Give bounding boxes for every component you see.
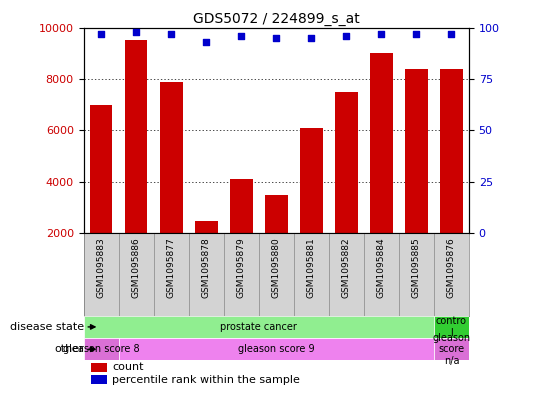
Text: GSM1095885: GSM1095885 [412,237,421,298]
Text: GSM1095884: GSM1095884 [377,237,386,298]
Bar [230,179,253,285]
Text: GSM1095878: GSM1095878 [202,237,211,298]
Point [97,31,106,37]
Bar [160,82,183,285]
Text: GSM1095877: GSM1095877 [167,237,176,298]
Bar [440,69,463,285]
Text: GSM1095881: GSM1095881 [307,237,316,298]
Bar [84,338,119,360]
Bar [259,233,294,316]
Bar [119,233,154,316]
Point [132,28,140,35]
Text: prostate cancer: prostate cancer [220,322,297,332]
Bar [434,338,469,360]
Bar [329,233,364,316]
Point [272,35,281,41]
Bar [195,220,218,285]
Point [307,35,316,41]
Text: count: count [113,362,144,372]
Text: gleason score 9: gleason score 9 [238,344,315,354]
Text: GSM1095876: GSM1095876 [447,237,456,298]
Point [412,31,421,37]
Bar [119,338,434,360]
Title: GDS5072 / 224899_s_at: GDS5072 / 224899_s_at [193,13,360,26]
Bar [84,233,119,316]
Text: GSM1095883: GSM1095883 [96,237,106,298]
Bar [399,233,434,316]
Bar [125,40,148,285]
Point [447,31,456,37]
Point [202,39,211,45]
Point [342,33,351,39]
Text: contro
l: contro l [436,316,467,338]
Bar [91,363,107,371]
Bar [335,92,358,285]
Text: GSM1095880: GSM1095880 [272,237,281,298]
Bar [91,375,107,384]
Text: GSM1095879: GSM1095879 [237,237,246,298]
Bar [154,233,189,316]
Bar [265,195,288,285]
Bar [405,69,428,285]
Text: gleason
score
n/a: gleason score n/a [432,332,471,366]
Point [237,33,246,39]
Bar [189,233,224,316]
Bar [370,53,393,285]
Text: gleason score 8: gleason score 8 [63,344,140,354]
Bar [224,233,259,316]
Text: other: other [54,344,84,354]
Point [377,31,386,37]
Bar [364,233,399,316]
Text: GSM1095882: GSM1095882 [342,237,351,298]
Bar [89,105,113,285]
Bar [434,233,469,316]
Text: disease state: disease state [10,322,84,332]
Text: GSM1095886: GSM1095886 [132,237,141,298]
Bar [434,316,469,338]
Bar [294,233,329,316]
Point [167,31,176,37]
Bar [300,128,323,285]
Text: percentile rank within the sample: percentile rank within the sample [113,375,300,385]
